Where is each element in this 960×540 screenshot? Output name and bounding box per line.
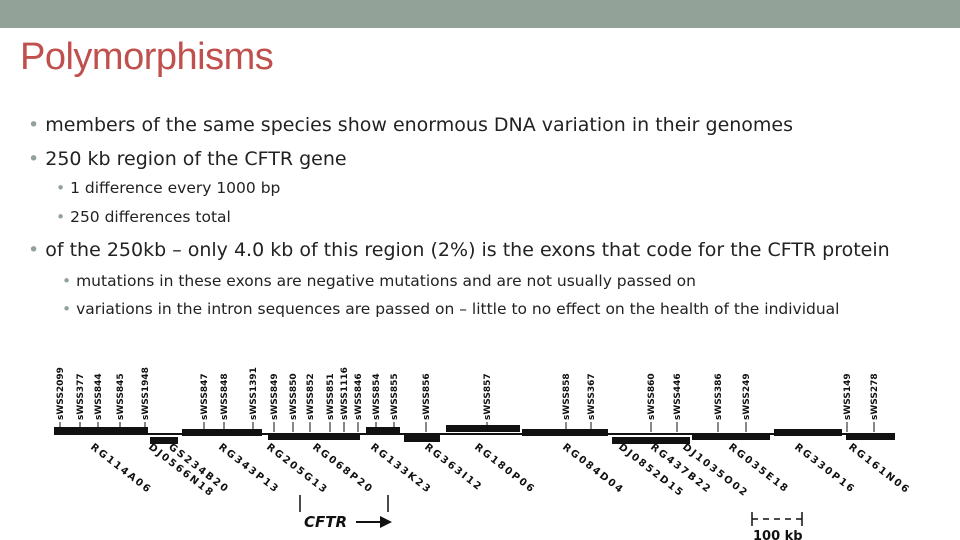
contig-segment: [366, 427, 400, 434]
marker-label: sWSS1116: [340, 367, 350, 420]
clone-label: RG114A06: [88, 442, 153, 496]
marker-label: sWSS855: [390, 373, 400, 420]
bullet-text: 250 kb region of the CFTR gene: [45, 148, 347, 170]
bullet-dot: •: [28, 114, 46, 136]
bullet-text: of the 250kb – only 4.0 kb of this regio…: [45, 239, 890, 261]
bullet-text: members of the same species show enormou…: [45, 114, 794, 136]
marker-label: sWSS845: [116, 373, 126, 420]
bullet-text: variations in the intron sequences are p…: [76, 300, 840, 318]
marker-label: sWSS846: [354, 373, 364, 420]
scale-bar: 100 kb: [751, 512, 803, 540]
marker-label: sWSS854: [372, 373, 382, 420]
contig-segment: [446, 425, 520, 432]
top-accent-bar: [0, 0, 960, 28]
sub-bullet-1: • 1 difference every 1000 bp: [56, 179, 280, 197]
map-backbone: [54, 425, 895, 444]
contig-segment: [54, 427, 148, 434]
marker-label: sWSS851: [326, 373, 336, 420]
marker-label: sWSS377: [76, 373, 86, 420]
marker-label: sWSS2099: [56, 367, 66, 420]
bullet-dot: •: [28, 239, 46, 261]
sub-bullet-3: • mutations in these exons are negative …: [62, 272, 696, 290]
marker-label: sWSS860: [647, 373, 657, 420]
sub-bullet-4: • variations in the intron sequences are…: [62, 300, 839, 318]
cftr-arrow-head: [380, 516, 392, 528]
contig-segment: [404, 435, 440, 442]
contig-segment: [846, 433, 895, 440]
contig-segment: [150, 437, 178, 444]
scale-label: 100 kb: [753, 529, 803, 540]
marker-label: sWSS386: [714, 373, 724, 420]
marker-label: sWSS847: [200, 373, 210, 420]
cftr-physical-map: sWSS2099 sWSS377 sWSS844 sWSS845 sWSS1948 sWS…: [54, 367, 912, 540]
bullet-text: 1 difference every 1000 bp: [70, 179, 281, 197]
bullet-3: • of the 250kb – only 4.0 kb of this reg…: [28, 239, 890, 261]
marker-label: sWSS852: [306, 373, 316, 420]
marker-label: sWSS848: [220, 373, 230, 420]
marker-label: sWSS278: [870, 373, 880, 420]
bullet-text: mutations in these exons are negative mu…: [76, 272, 696, 290]
contig-segment: [522, 429, 608, 436]
marker-labels: sWSS2099 sWSS377 sWSS844 sWSS845 sWSS1948 sWS…: [56, 367, 880, 432]
marker-label: sWSS858: [562, 373, 572, 420]
marker-label: sWSS367: [587, 373, 597, 420]
marker-label: sWSS856: [422, 373, 432, 420]
contig-segment: [774, 429, 842, 436]
cftr-arrow: CFTR: [299, 495, 392, 531]
bullet-dot: •: [56, 208, 71, 226]
cftr-label: CFTR: [304, 513, 347, 531]
contig-segment: [268, 433, 360, 440]
bullet-dot: •: [56, 179, 71, 197]
bullet-1: • members of the same species show enorm…: [28, 114, 793, 136]
bullet-text: 250 differences total: [70, 208, 231, 226]
marker-label: sWSS446: [673, 373, 683, 420]
contig-segment: [692, 433, 770, 440]
marker-label: sWSS844: [94, 373, 104, 420]
bullet-dot: •: [62, 300, 77, 318]
marker-label: sWSS1948: [141, 367, 151, 420]
marker-label: sWSS857: [483, 373, 493, 420]
slide-title: Polymorphisms: [20, 36, 274, 78]
contig-segment: [612, 437, 690, 444]
marker-label: sWSS850: [289, 373, 299, 420]
marker-label: sWSS149: [843, 373, 853, 420]
contig-segment: [182, 429, 262, 436]
bullet-dot: •: [28, 148, 46, 170]
sub-bullet-2: • 250 differences total: [56, 208, 231, 226]
bullet-dot: •: [62, 272, 77, 290]
marker-label: sWSS1391: [249, 367, 259, 420]
bullet-2: • 250 kb region of the CFTR gene: [28, 148, 347, 170]
marker-label: sWSS849: [270, 373, 280, 420]
marker-label: sWSS249: [742, 373, 752, 420]
